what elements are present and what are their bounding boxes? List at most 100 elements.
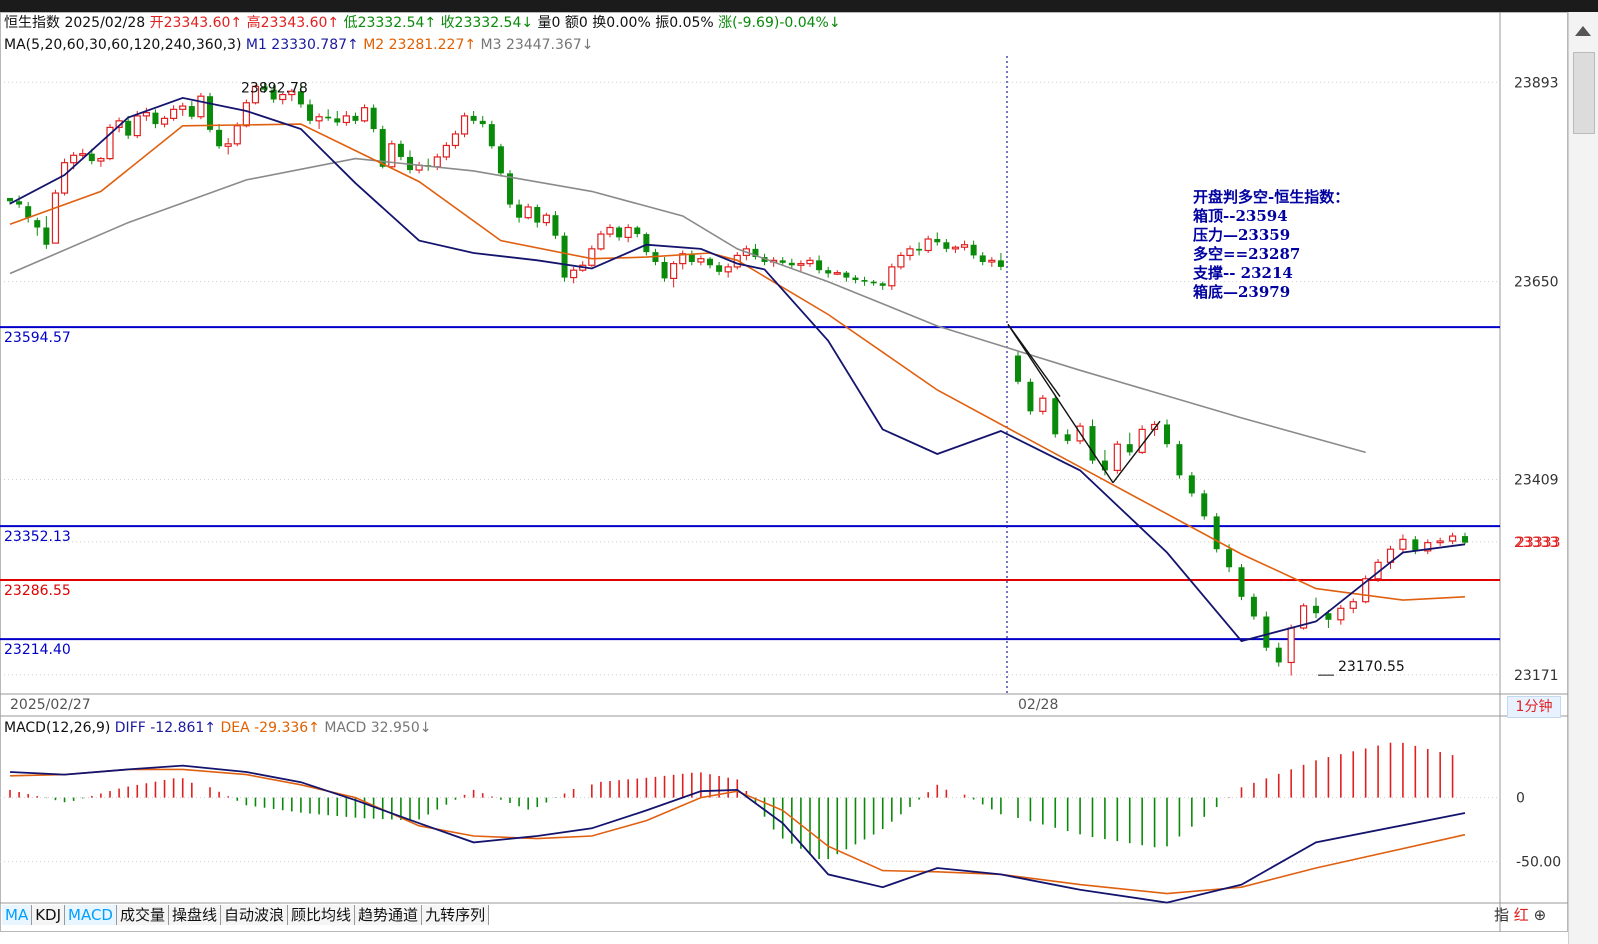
- tab-trend-channel[interactable]: 趋势通道: [355, 905, 423, 925]
- tab-ma[interactable]: MA: [2, 905, 33, 925]
- candle-body: [152, 112, 159, 125]
- candle-body: [870, 281, 877, 284]
- candle-body: [561, 235, 568, 278]
- candle-body: [552, 215, 559, 236]
- candle-body: [188, 106, 195, 117]
- turnover-value: 换0.00%: [592, 15, 651, 31]
- high-value: 高23343.60↑: [246, 15, 340, 31]
- candle-body: [233, 125, 241, 145]
- candle-body: [516, 204, 523, 218]
- candle-body: [88, 153, 95, 162]
- tab-auto-wave[interactable]: 自动波浪: [221, 905, 289, 925]
- candle-body: [1349, 601, 1357, 609]
- candle-body: [197, 95, 205, 118]
- chart-frame: [0, 12, 1568, 932]
- candle-body: [924, 238, 932, 252]
- candle-body: [16, 201, 23, 205]
- date-label: 02/28: [1018, 697, 1058, 713]
- candle-body: [451, 133, 460, 147]
- candle-body: [852, 277, 859, 281]
- candle-body: [1015, 355, 1021, 382]
- tab-kdj[interactable]: KDJ: [32, 905, 66, 925]
- candle-body: [597, 233, 605, 250]
- candle-body: [388, 143, 396, 168]
- candle-body: [997, 260, 1004, 267]
- candle-body: [934, 239, 941, 243]
- candle-body: [334, 118, 341, 123]
- candle-body: [779, 260, 786, 263]
- candle-body: [688, 253, 695, 262]
- candle-body: [1101, 460, 1108, 471]
- candle-body: [133, 115, 141, 137]
- tab-macd[interactable]: MACD: [65, 905, 117, 925]
- candle-body: [1337, 607, 1345, 621]
- y-tick-label: 23893: [1514, 75, 1559, 91]
- candle-body: [307, 104, 313, 121]
- candle-body: [788, 262, 795, 266]
- quote-date: 2025/02/28: [64, 15, 146, 31]
- candle-body: [1052, 398, 1059, 435]
- candle-body: [524, 206, 532, 219]
- add-icon[interactable]: ⊕: [1533, 906, 1547, 924]
- tab-trading-line[interactable]: 操盘线: [169, 905, 222, 925]
- candle-body: [661, 261, 668, 279]
- candle-body: [606, 226, 614, 235]
- candle-body: [261, 86, 268, 90]
- candle-body: [224, 143, 232, 147]
- candle-body: [1448, 535, 1457, 542]
- low-value: 低23332.54↑: [343, 15, 437, 31]
- macd-histogram: [9, 742, 1454, 860]
- ma-m2: M2 23281.227↑: [363, 37, 477, 53]
- candle-body: [370, 107, 377, 130]
- tab-nine-turn[interactable]: 九转序列: [422, 905, 490, 925]
- candle-body: [1287, 627, 1295, 664]
- candle-body: [825, 270, 832, 274]
- wave-line: [1112, 420, 1161, 484]
- quote-header: 恒生指数 2025/02/28 开23343.60↑ 高23343.60↑ 低2…: [4, 14, 841, 32]
- candle-body: [879, 283, 886, 286]
- candle-body: [360, 107, 369, 122]
- candle-body: [142, 112, 150, 117]
- tab-tail: 指 红 ⊕: [1494, 904, 1546, 925]
- scroll-thumb[interactable]: [1573, 52, 1595, 134]
- candle-body: [943, 242, 950, 249]
- candle-body: [1064, 434, 1071, 441]
- annotation-line: 箱底—23979: [1193, 283, 1291, 301]
- ma-m1: M1 23330.787↑: [245, 37, 359, 53]
- candle-body: [297, 91, 304, 105]
- candle-body: [888, 266, 896, 287]
- ma-m1-line: [9, 96, 1466, 643]
- candle-body: [279, 93, 287, 101]
- candle-body: [797, 263, 805, 266]
- candle-body: [270, 89, 277, 100]
- price-chart[interactable]: 23893 23650 23409 23333 23171 23594.57 23352.1…: [0, 0, 1568, 932]
- candle-body: [1039, 397, 1047, 412]
- candle-body: [1362, 578, 1370, 603]
- amplitude-value: 振0.05%: [655, 15, 714, 31]
- ma-legend: MA(5,20,60,30,60,120,240,360,3) M1 23330…: [4, 36, 593, 54]
- candle-body: [488, 124, 495, 147]
- period-button[interactable]: 1分钟: [1507, 696, 1561, 718]
- macd-diff: DIFF -12.861↑: [114, 720, 217, 736]
- candle-body: [70, 154, 78, 164]
- candle-body: [716, 265, 723, 272]
- candle-body: [60, 162, 69, 194]
- tab-guppy[interactable]: 顾比均线: [288, 905, 356, 925]
- macd-tick-label: 0: [1516, 791, 1525, 807]
- candle-body: [216, 129, 223, 147]
- tab-index[interactable]: 指: [1494, 906, 1510, 924]
- vertical-scrollbar[interactable]: [1568, 12, 1598, 944]
- candle-body: [507, 173, 513, 205]
- annotation-line: 支撑-- 23214: [1193, 264, 1293, 282]
- tab-volume[interactable]: 成交量: [116, 905, 169, 925]
- candle-body: [433, 156, 441, 168]
- scroll-up-icon[interactable]: [1575, 26, 1591, 36]
- candle-body: [1424, 542, 1432, 552]
- candle-body: [479, 120, 486, 125]
- tab-red[interactable]: 红: [1513, 906, 1529, 924]
- candle-body: [1313, 605, 1319, 614]
- candle-body: [979, 255, 986, 262]
- candle-body: [179, 105, 187, 110]
- candle-body: [634, 227, 641, 235]
- candle-body: [1299, 605, 1308, 629]
